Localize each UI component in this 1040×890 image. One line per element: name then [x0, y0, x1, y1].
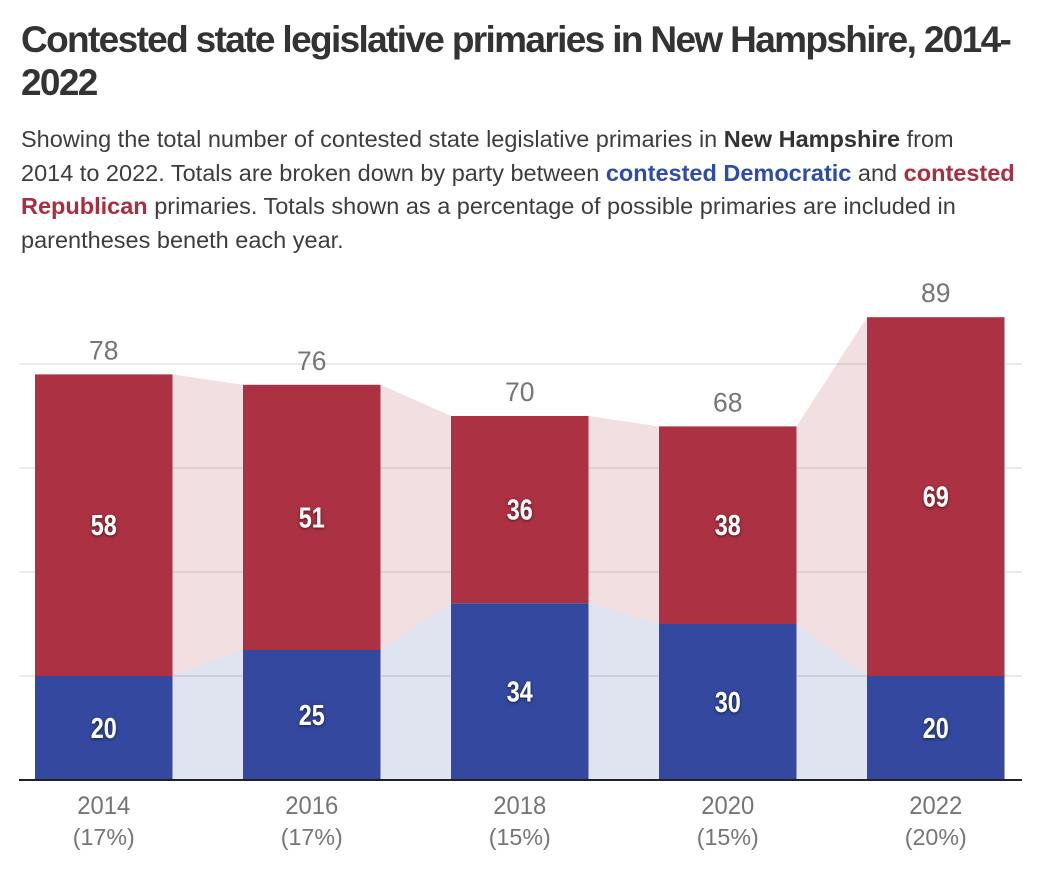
svg-text:68: 68 [713, 387, 742, 417]
svg-text:70: 70 [505, 377, 534, 407]
svg-text:51: 51 [299, 502, 325, 534]
svg-text:76: 76 [297, 346, 326, 376]
svg-text:2022: 2022 [909, 792, 962, 820]
svg-text:89: 89 [921, 278, 950, 308]
svg-text:36: 36 [507, 495, 533, 527]
svg-text:2016: 2016 [285, 792, 338, 820]
svg-text:20: 20 [91, 713, 117, 745]
svg-text:34: 34 [507, 677, 533, 709]
svg-text:(20%): (20%) [905, 824, 967, 850]
svg-text:2014: 2014 [77, 792, 130, 820]
svg-text:30: 30 [715, 687, 741, 719]
svg-text:(17%): (17%) [281, 824, 343, 850]
svg-text:(15%): (15%) [697, 824, 759, 850]
svg-text:(15%): (15%) [489, 824, 551, 850]
svg-text:2018: 2018 [493, 792, 546, 820]
svg-text:(17%): (17%) [73, 824, 135, 850]
svg-text:69: 69 [923, 482, 949, 514]
svg-text:78: 78 [89, 335, 118, 365]
svg-text:25: 25 [299, 700, 325, 732]
svg-text:2020: 2020 [701, 792, 754, 820]
svg-text:38: 38 [715, 510, 741, 542]
svg-text:20: 20 [923, 713, 949, 745]
svg-text:58: 58 [91, 510, 117, 542]
